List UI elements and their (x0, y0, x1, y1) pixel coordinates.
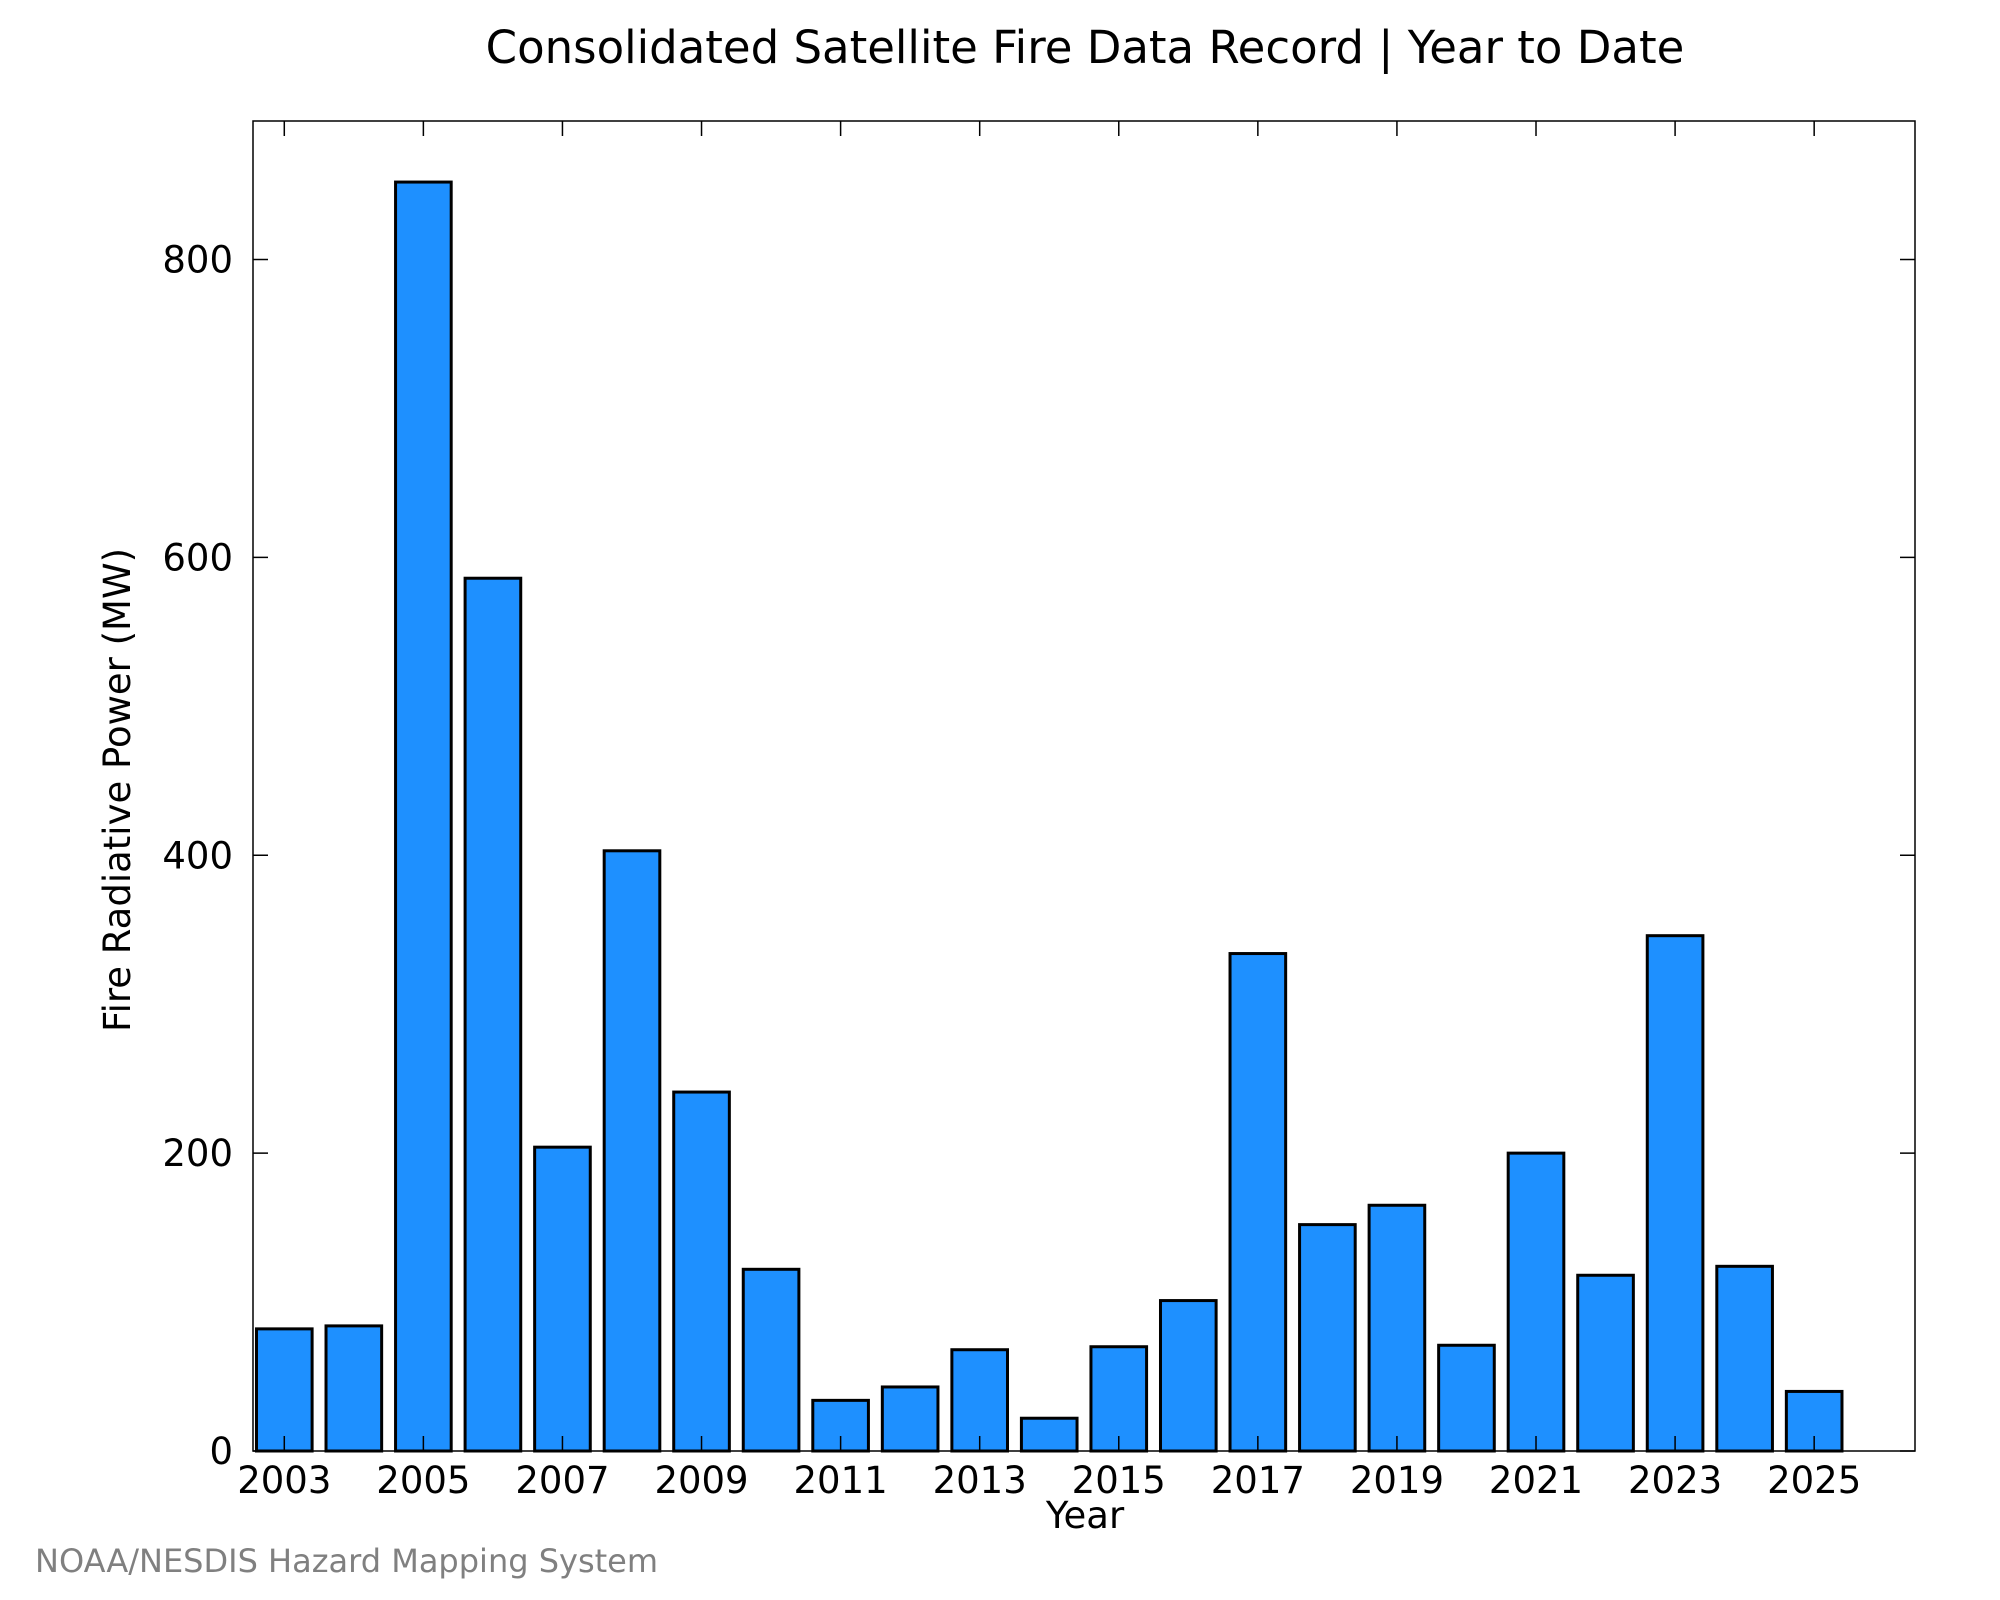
bar-2018 (1298, 1223, 1357, 1453)
x-tick-label-2011: 2011 (794, 1459, 888, 1502)
bar-2012 (880, 1385, 940, 1453)
x-tick-label-2005: 2005 (376, 1459, 470, 1502)
bar-2008 (602, 849, 662, 1453)
bars-group (254, 180, 1844, 1453)
y-tick-label-0: 0 (209, 1430, 233, 1473)
bar-2014 (1019, 1416, 1079, 1453)
bar-2009 (672, 1090, 731, 1453)
x-tick-label-2017: 2017 (1211, 1459, 1305, 1502)
bar-2013 (950, 1348, 1009, 1453)
y-tick-label-400: 400 (162, 834, 233, 877)
x-tick-label-2021: 2021 (1489, 1459, 1583, 1502)
chart-title: Consolidated Satellite Fire Data Record … (486, 21, 1685, 74)
bar-2006 (463, 576, 523, 1453)
x-tick-label-2023: 2023 (1628, 1459, 1722, 1502)
bar-2010 (741, 1267, 801, 1453)
x-axis-label: Year (1045, 1494, 1125, 1537)
bar-2004 (324, 1324, 384, 1453)
y-tick-label-600: 600 (162, 536, 233, 579)
bar-2015 (1089, 1345, 1149, 1453)
bar-2017 (1228, 952, 1288, 1453)
y-tick-label-800: 800 (162, 239, 233, 282)
bar-2019 (1367, 1203, 1427, 1453)
x-tick-label-2015: 2015 (1072, 1459, 1166, 1502)
x-tick-label-2007: 2007 (515, 1459, 609, 1502)
x-tick-label-2019: 2019 (1350, 1459, 1444, 1502)
bar-2024 (1715, 1264, 1774, 1453)
y-axis-label: Fire Radiative Power (MW) (96, 548, 139, 1032)
bar-2021 (1506, 1151, 1566, 1453)
x-tick-label-2009: 2009 (654, 1459, 748, 1502)
bar-2020 (1437, 1343, 1496, 1453)
bar-2023 (1645, 934, 1705, 1453)
plot-frame (252, 120, 1916, 1452)
x-tick-label-2013: 2013 (933, 1459, 1027, 1502)
bar-2007 (533, 1145, 592, 1453)
source-note: NOAA/NESDIS Hazard Mapping System (35, 1542, 658, 1580)
ticks-group: 2003 2005 2007 2009 2011 2013 2015 2017 2019 2021… (162, 121, 1915, 1502)
bar-2005 (394, 180, 453, 1453)
y-tick-label-200: 200 (162, 1132, 233, 1175)
x-tick-label-2025: 2025 (1767, 1459, 1861, 1502)
bar-2016 (1158, 1299, 1218, 1453)
bar-2022 (1576, 1273, 1635, 1453)
bar-2003 (254, 1327, 314, 1453)
x-tick-label-2003: 2003 (237, 1459, 331, 1502)
